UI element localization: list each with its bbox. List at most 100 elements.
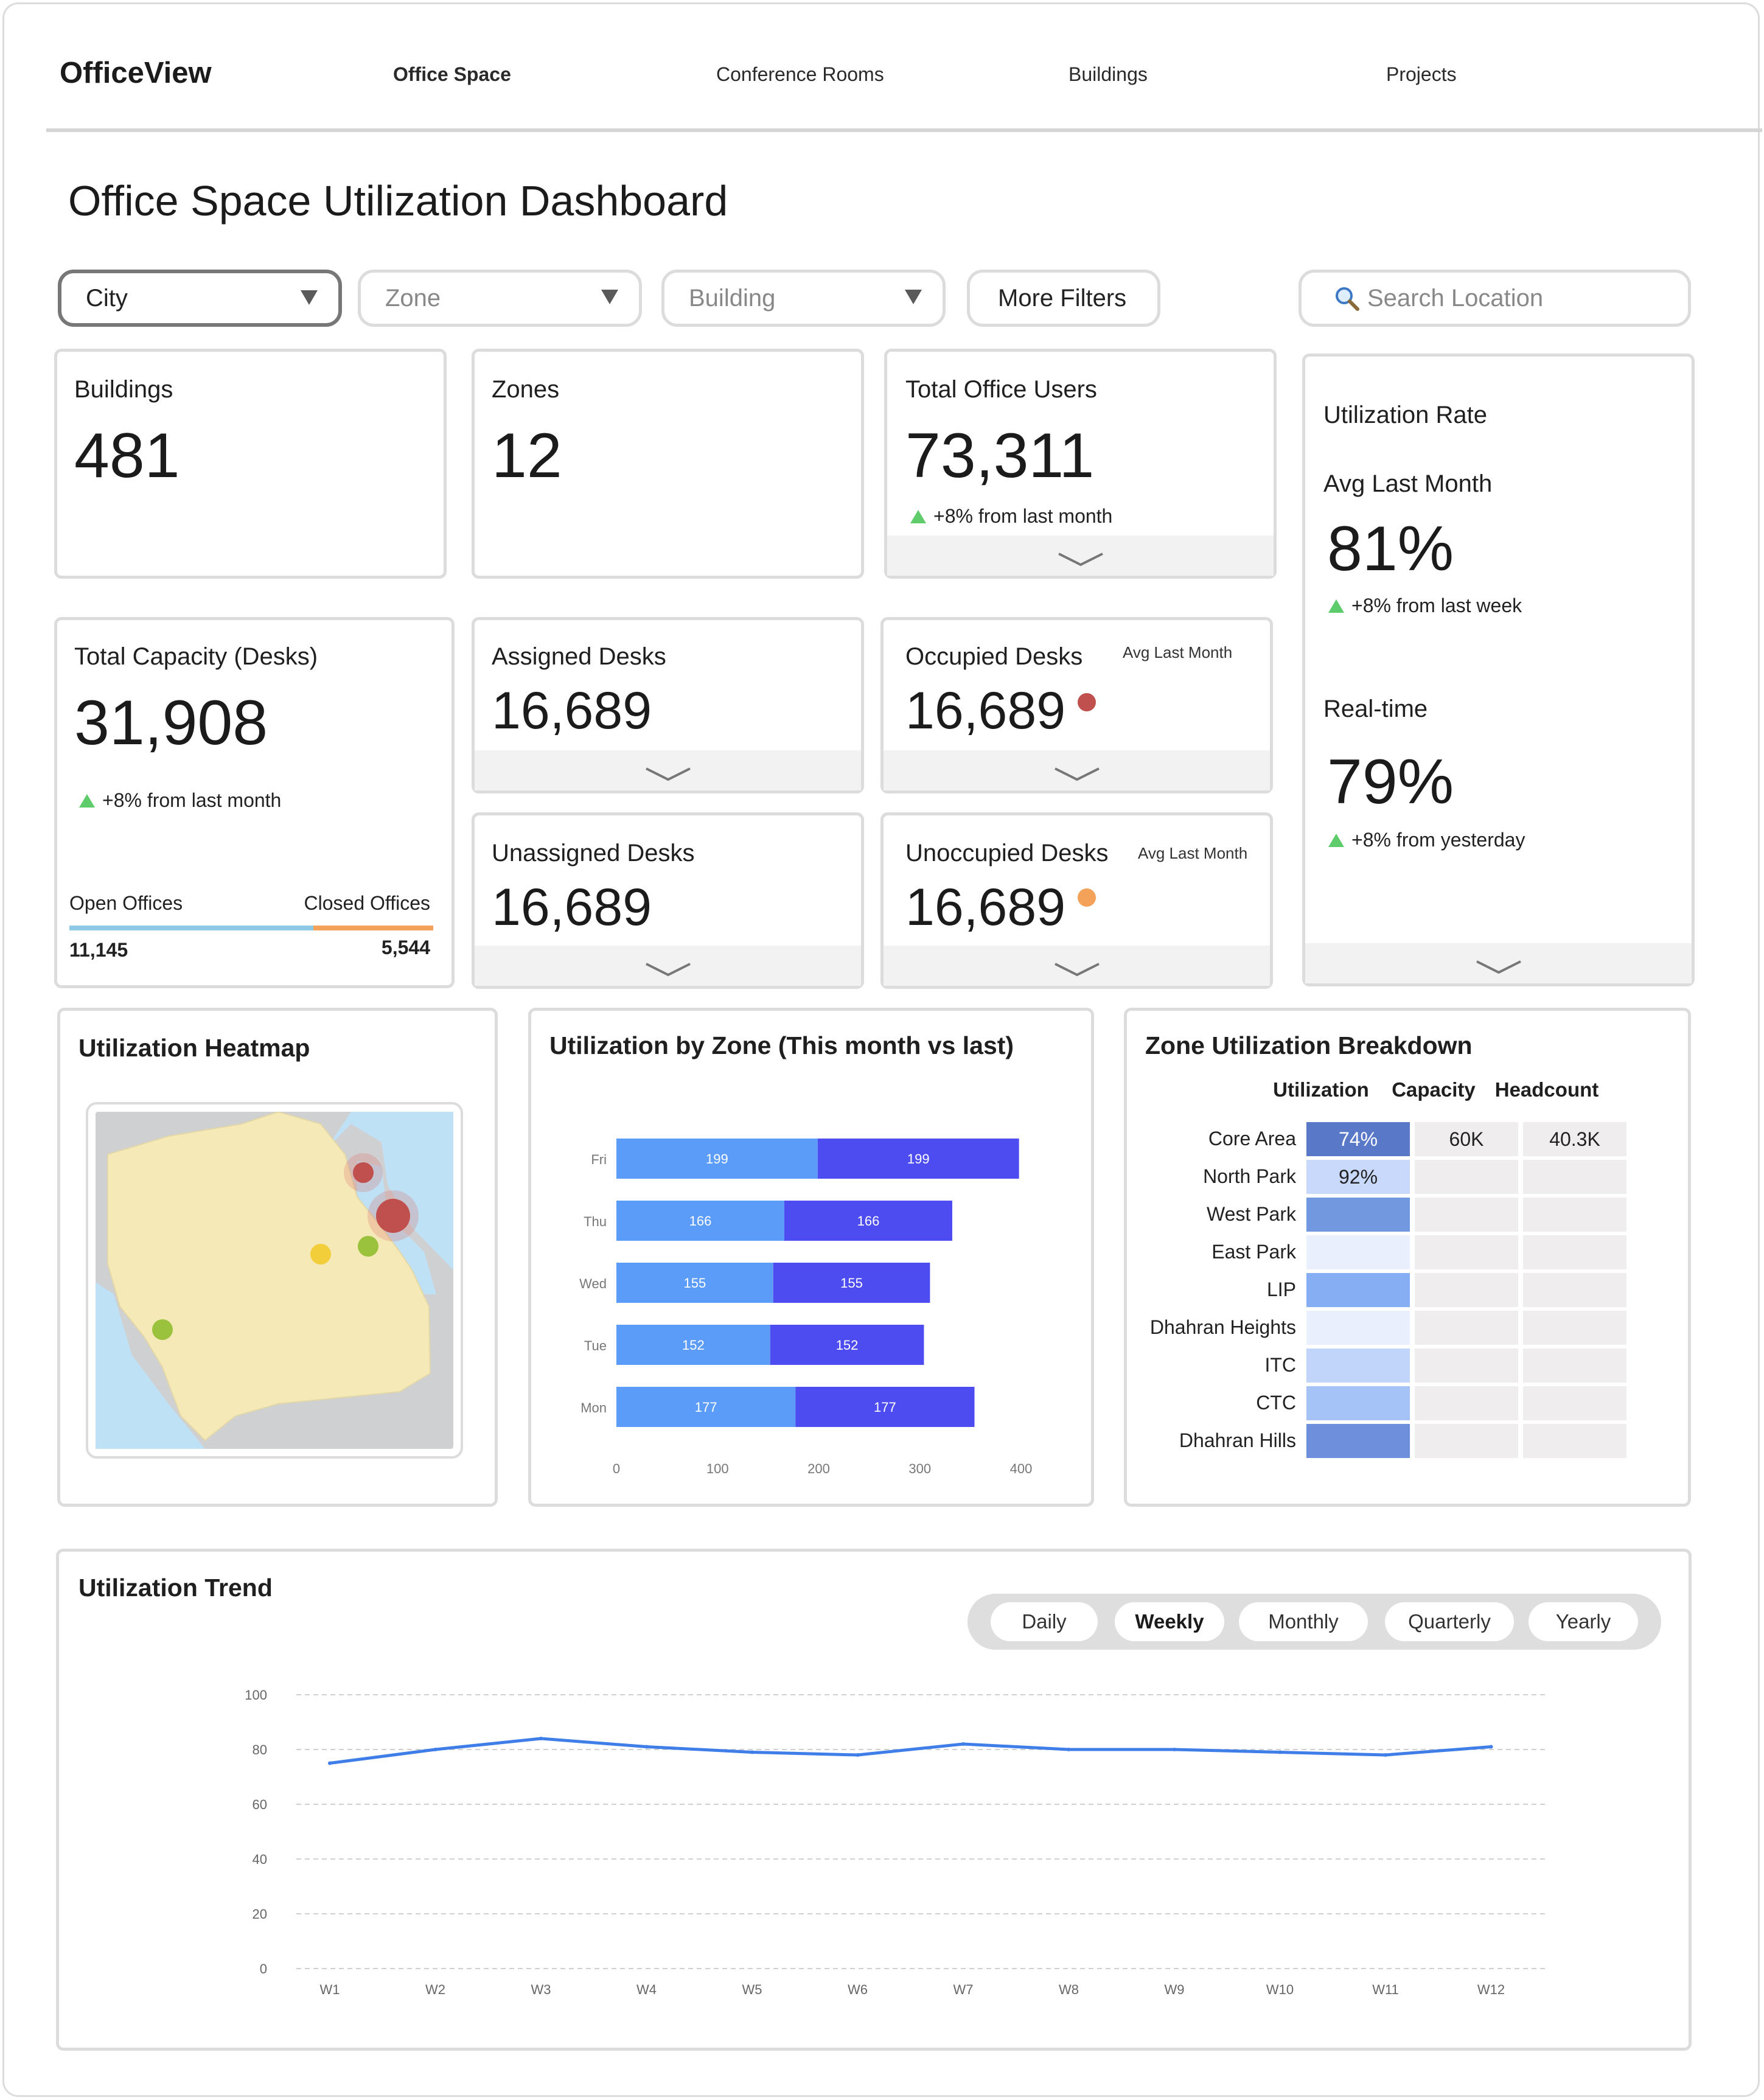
occupied-desks-card[interactable]: Occupied Desks Avg Last Month 16,689 bbox=[880, 617, 1273, 794]
card-footer bbox=[475, 750, 861, 790]
trend-point[interactable] bbox=[1173, 1748, 1176, 1751]
closed-offices-label: Closed Offices bbox=[304, 892, 431, 914]
bar-this-month[interactable] bbox=[817, 1139, 1019, 1179]
zone-name: LIP bbox=[1266, 1278, 1296, 1300]
realtime-value: 79% bbox=[1327, 747, 1454, 817]
bar-this-month[interactable] bbox=[784, 1201, 952, 1241]
bar-last-month[interactable] bbox=[616, 1201, 784, 1241]
zone-name: East Park bbox=[1211, 1241, 1296, 1263]
utilization-cell[interactable]: 92% bbox=[1306, 1160, 1410, 1194]
headcount-cell bbox=[1523, 1424, 1626, 1458]
chevron-down-icon[interactable] bbox=[1053, 766, 1101, 782]
chevron-down-icon[interactable] bbox=[1057, 551, 1104, 567]
utilization-cell[interactable] bbox=[1306, 1424, 1410, 1458]
bar-last-month[interactable] bbox=[616, 1263, 773, 1303]
trend-line-chart[interactable]: 0 20 40 60 80 100 W1 W2 W3 W4 W5 W6 W7 W8 W9 W10 W11 W12 bbox=[59, 1552, 1689, 2048]
marker-medium[interactable] bbox=[310, 1244, 331, 1265]
trend-series-line[interactable] bbox=[329, 1737, 1491, 1765]
chevron-down-icon[interactable] bbox=[644, 961, 692, 977]
bar-last-month[interactable] bbox=[616, 1387, 796, 1427]
bar-value-label: 177 bbox=[695, 1400, 717, 1415]
period-tab-monthly[interactable]: Monthly bbox=[1239, 1602, 1368, 1641]
utilization-cell[interactable] bbox=[1306, 1311, 1410, 1345]
total-capacity-card[interactable]: Total Capacity (Desks) 31,908 +8% from l… bbox=[54, 617, 455, 988]
search-location-input[interactable]: Search Location bbox=[1299, 270, 1691, 327]
zone-dropdown[interactable]: Zone bbox=[358, 270, 642, 327]
trend-point[interactable] bbox=[1489, 1745, 1493, 1749]
unoccupied-desks-card[interactable]: Unoccupied Desks Avg Last Month 16,689 bbox=[880, 812, 1273, 989]
zone-name: Dhahran Hills bbox=[1179, 1429, 1296, 1451]
headcount-cell bbox=[1523, 1386, 1626, 1420]
zone-bar-chart[interactable]: Fri 199 199 Thu 166 166 Wed 155 155 Tue 152 152 Mon 1… bbox=[531, 1011, 1091, 1504]
trend-point[interactable] bbox=[539, 1737, 543, 1740]
zones-value: 12 bbox=[492, 420, 562, 491]
nav-projects[interactable]: Projects bbox=[1386, 63, 1457, 85]
zone-breakdown-card: Zone Utilization Breakdown Utilization C… bbox=[1124, 1008, 1691, 1507]
nav-buildings[interactable]: Buildings bbox=[1069, 63, 1148, 85]
marker-medium[interactable] bbox=[358, 1236, 378, 1257]
period-tab-daily[interactable]: Daily bbox=[991, 1602, 1098, 1641]
bar-this-month[interactable] bbox=[773, 1263, 930, 1303]
utilization-cell[interactable] bbox=[1306, 1273, 1410, 1307]
utilization-cell[interactable] bbox=[1306, 1198, 1410, 1232]
status-dot bbox=[1078, 693, 1096, 711]
y-tick-label: 80 bbox=[253, 1742, 267, 1757]
trend-point[interactable] bbox=[856, 1753, 860, 1757]
utilization-cell[interactable] bbox=[1306, 1235, 1410, 1269]
zones-label: Zones bbox=[492, 376, 560, 403]
utilization-cell[interactable]: 74% bbox=[1306, 1122, 1410, 1156]
period-tab-quarterly[interactable]: Quarterly bbox=[1385, 1602, 1514, 1641]
card-footer bbox=[1305, 943, 1692, 983]
trend-point[interactable] bbox=[961, 1742, 965, 1746]
trend-point[interactable] bbox=[328, 1761, 332, 1765]
city-dropdown[interactable]: City bbox=[58, 270, 342, 327]
building-dropdown[interactable]: Building bbox=[661, 270, 946, 327]
zones-card[interactable]: Zones 12 bbox=[472, 349, 864, 579]
marker-medium[interactable] bbox=[152, 1319, 173, 1340]
trend-point[interactable] bbox=[1384, 1753, 1387, 1757]
utilization-cell[interactable] bbox=[1306, 1386, 1410, 1420]
period-tab-yearly[interactable]: Yearly bbox=[1529, 1602, 1638, 1641]
app-logo[interactable]: OfficeView bbox=[60, 57, 212, 89]
bar-this-month[interactable] bbox=[795, 1387, 975, 1427]
unassigned-desks-card[interactable]: Unassigned Desks 16,689 bbox=[472, 812, 864, 989]
utilization-cell[interactable] bbox=[1306, 1348, 1410, 1383]
headcount-cell bbox=[1523, 1160, 1626, 1194]
unoccupied-label: Unoccupied Desks bbox=[905, 840, 1109, 867]
y-tick-label: 20 bbox=[253, 1906, 267, 1922]
utilization-rate-card[interactable]: Utilization Rate Avg Last Month 81% +8% … bbox=[1302, 354, 1695, 986]
heatmap-map[interactable] bbox=[86, 1102, 463, 1459]
nav-conference-rooms[interactable]: Conference Rooms bbox=[716, 63, 884, 85]
chevron-down-icon[interactable] bbox=[1053, 961, 1101, 977]
chevron-down-icon[interactable] bbox=[644, 766, 692, 782]
bar-last-month[interactable] bbox=[616, 1139, 818, 1179]
trend-point[interactable] bbox=[644, 1745, 649, 1749]
trend-point[interactable] bbox=[433, 1748, 438, 1751]
trend-point[interactable] bbox=[750, 1750, 754, 1754]
period-tab-weekly[interactable]: Weekly bbox=[1115, 1602, 1224, 1641]
marker-high[interactable] bbox=[353, 1162, 374, 1183]
heatmap-title: Utilization Heatmap bbox=[78, 1034, 310, 1062]
nav-office-space[interactable]: Office Space bbox=[393, 63, 511, 85]
map-canvas[interactable] bbox=[96, 1111, 453, 1449]
capacity-cell bbox=[1415, 1311, 1518, 1345]
assigned-desks-card[interactable]: Assigned Desks 16,689 bbox=[472, 617, 864, 794]
bar-value-label: 199 bbox=[907, 1151, 930, 1167]
more-filters-button[interactable]: More Filters bbox=[967, 270, 1160, 327]
card-footer bbox=[884, 750, 1270, 790]
trend-point[interactable] bbox=[1278, 1750, 1282, 1754]
utilization-heatmap-card: Utilization Heatmap bbox=[57, 1008, 498, 1507]
trend-point[interactable] bbox=[1067, 1748, 1071, 1751]
buildings-card[interactable]: Buildings 481 bbox=[54, 349, 447, 579]
y-tick-label: 100 bbox=[245, 1687, 267, 1703]
zone-name: Dhahran Heights bbox=[1149, 1316, 1296, 1338]
total-office-users-card[interactable]: Total Office Users 73,311 +8% from last … bbox=[884, 349, 1277, 579]
marker-high[interactable] bbox=[376, 1199, 410, 1233]
trend-up-icon bbox=[910, 510, 926, 523]
bar-value-label: 166 bbox=[689, 1213, 712, 1229]
bar-this-month[interactable] bbox=[770, 1325, 924, 1365]
chevron-down-icon[interactable] bbox=[1475, 959, 1522, 975]
bar-last-month[interactable] bbox=[616, 1325, 770, 1365]
users-value: 73,311 bbox=[905, 420, 1095, 491]
headcount-cell bbox=[1523, 1311, 1626, 1345]
